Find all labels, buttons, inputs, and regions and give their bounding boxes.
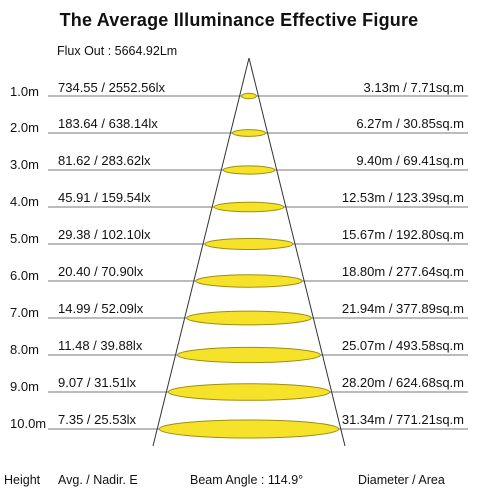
footer-beam-angle-label: Beam Angle : 114.9° bbox=[190, 473, 304, 487]
illuminance-row: 6.0m 20.40 / 70.90lx 18.80m / 277.64sq.m bbox=[0, 264, 478, 300]
illuminance-row: 4.0m 45.91 / 159.54lx 12.53m / 123.39sq.m bbox=[0, 190, 478, 226]
row-diameter-area: 28.20m / 624.68sq.m bbox=[341, 375, 464, 390]
row-avg-nadir: 81.62 / 283.62lx bbox=[58, 153, 151, 168]
row-diameter-area: 31.34m / 771.21sq.m bbox=[341, 412, 464, 427]
row-avg-nadir: 14.99 / 52.09lx bbox=[58, 301, 144, 316]
beam-right-edge bbox=[248, 57, 346, 447]
row-height: 10.0m bbox=[10, 416, 47, 431]
illuminance-row: 9.0m 9.07 / 31.51lx 28.20m / 624.68sq.m bbox=[0, 375, 478, 411]
row-diameter-area: 25.07m / 493.58sq.m bbox=[341, 338, 464, 353]
row-avg-nadir: 734.55 / 2552.56lx bbox=[58, 80, 165, 95]
illuminance-ellipse bbox=[158, 419, 340, 439]
row-height: 1.0m bbox=[10, 84, 39, 99]
row-avg-nadir: 45.91 / 159.54lx bbox=[58, 190, 151, 205]
beam-left-edge bbox=[152, 57, 250, 447]
illuminance-row: 8.0m 11.48 / 39.88lx 25.07m / 493.58sq.m bbox=[0, 338, 478, 374]
row-height: 9.0m bbox=[10, 379, 39, 394]
illuminance-ellipse bbox=[167, 383, 331, 401]
illuminance-ellipse bbox=[213, 201, 285, 213]
row-avg-nadir: 11.48 / 39.88lx bbox=[58, 338, 143, 353]
illuminance-row: 2.0m 183.64 / 638.14lx 6.27m / 30.85sq.m bbox=[0, 116, 478, 152]
illuminance-row: 5.0m 29.38 / 102.10lx 15.67m / 192.80sq.m bbox=[0, 227, 478, 263]
illuminance-ellipse bbox=[195, 274, 303, 288]
illuminance-ellipse bbox=[222, 165, 276, 175]
row-diameter-area: 3.13m / 7.71sq.m bbox=[363, 80, 464, 95]
illuminance-ellipse bbox=[241, 92, 257, 100]
row-height: 2.0m bbox=[10, 120, 39, 135]
row-height: 6.0m bbox=[10, 268, 39, 283]
footer-diameter-label: Diameter / Area bbox=[358, 473, 445, 487]
row-diameter-area: 15.67m / 192.80sq.m bbox=[341, 227, 464, 242]
row-avg-nadir: 7.35 / 25.53lx bbox=[58, 412, 137, 427]
illuminance-row: 7.0m 14.99 / 52.09lx 21.94m / 377.89sq.m bbox=[0, 301, 478, 337]
row-diameter-area: 18.80m / 277.64sq.m bbox=[341, 264, 464, 279]
illuminance-ellipse bbox=[231, 129, 267, 137]
row-diameter-area: 6.27m / 30.85sq.m bbox=[356, 116, 464, 131]
footer-height-label: Height bbox=[4, 473, 41, 487]
row-height: 5.0m bbox=[10, 231, 39, 246]
row-avg-nadir: 183.64 / 638.14lx bbox=[58, 116, 158, 131]
illuminance-row: 10.0m 7.35 / 25.53lx 31.34m / 771.21sq.m bbox=[0, 412, 478, 448]
row-height: 7.0m bbox=[10, 305, 39, 320]
illuminance-row: 1.0m 734.55 / 2552.56lx 3.13m / 7.71sq.m bbox=[0, 80, 478, 116]
illuminance-ellipse bbox=[204, 238, 294, 250]
footer-avg-label: Avg. / Nadir. E bbox=[58, 473, 138, 487]
row-avg-nadir: 9.07 / 31.51lx bbox=[58, 375, 137, 390]
row-avg-nadir: 20.40 / 70.90lx bbox=[58, 264, 144, 279]
illuminance-row: 3.0m 81.62 / 283.62lx 9.40m / 69.41sq.m bbox=[0, 153, 478, 189]
row-diameter-area: 9.40m / 69.41sq.m bbox=[356, 153, 464, 168]
illuminance-ellipse bbox=[186, 310, 312, 326]
row-avg-nadir: 29.38 / 102.10lx bbox=[58, 227, 151, 242]
row-height: 8.0m bbox=[10, 342, 39, 357]
figure-title: The Average Illuminance Effective Figure bbox=[59, 10, 419, 30]
row-height: 4.0m bbox=[10, 194, 39, 209]
row-diameter-area: 12.53m / 123.39sq.m bbox=[341, 190, 464, 205]
flux-out-label: Flux Out : 5664.92Lm bbox=[57, 44, 178, 58]
row-diameter-area: 21.94m / 377.89sq.m bbox=[341, 301, 464, 316]
illuminance-ellipse bbox=[177, 346, 321, 364]
row-height: 3.0m bbox=[10, 157, 39, 172]
